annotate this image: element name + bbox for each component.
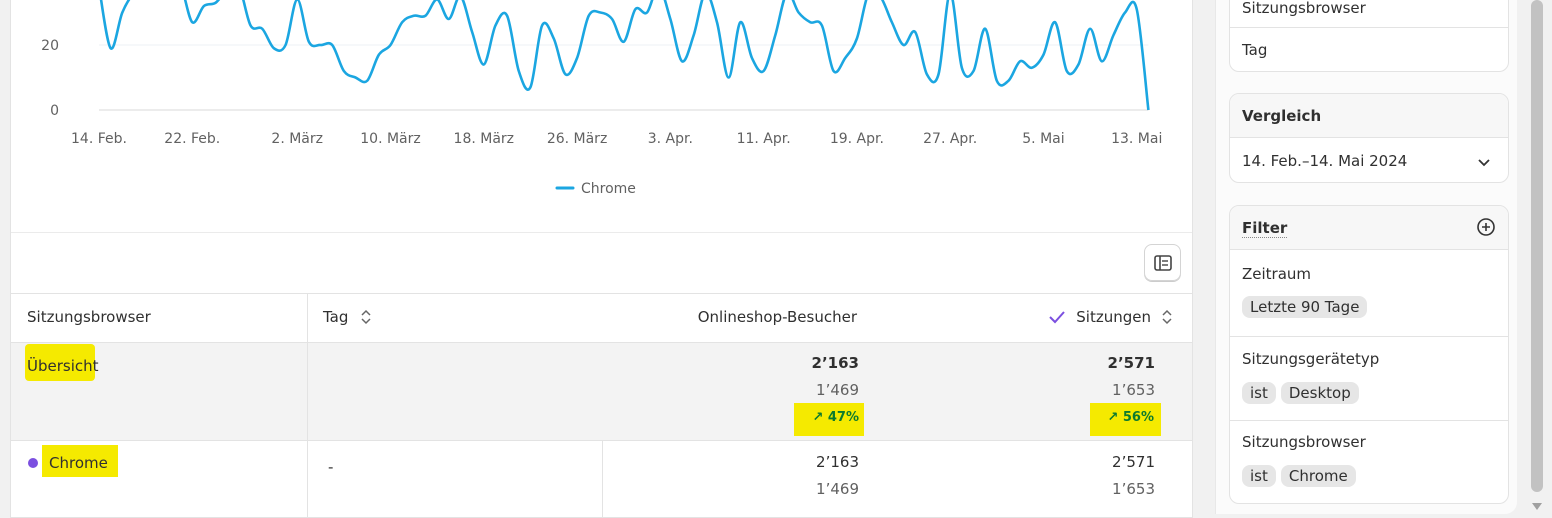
dimension[interactable]: Sitzungsbrowser (1242, 0, 1366, 17)
x-tick-label: 10. März (360, 131, 420, 147)
table-toggle-button[interactable] (1144, 244, 1181, 281)
sort-icon[interactable] (360, 307, 372, 327)
y-tick-label: 0 (50, 103, 59, 119)
change-value: 56% (1122, 410, 1154, 425)
chip[interactable]: ist (1242, 465, 1276, 487)
divider (11, 232, 1192, 233)
column-header[interactable]: Sitzungen (1076, 308, 1151, 326)
x-tick-label: 22. Feb. (164, 131, 220, 147)
highlight (42, 445, 118, 477)
dimension[interactable]: Tag (1242, 41, 1268, 59)
filter-card: Filter Zeitraum Letzte 90 Tage Sitzungsg… (1229, 205, 1509, 504)
column-header[interactable]: Tag (323, 308, 349, 326)
filter-label: Sitzungsbrowser (1242, 433, 1366, 451)
column-divider (307, 441, 308, 517)
x-tick-label: 2. März (271, 131, 323, 147)
sort-icon[interactable] (1161, 307, 1173, 327)
y-tick-label: 20 (41, 38, 59, 54)
x-tick-label: 13. Mai (1111, 131, 1162, 147)
cell-value: 2’571 (1112, 453, 1155, 471)
row-label: Chrome (49, 454, 108, 472)
add-filter-button[interactable] (1476, 217, 1496, 237)
x-tick-label: 27. Apr. (923, 131, 977, 147)
card-title: Vergleich (1242, 107, 1322, 125)
divider (1230, 27, 1508, 28)
legend-label: Chrome (581, 181, 636, 197)
x-tick-label: 3. Apr. (648, 131, 693, 147)
chip[interactable]: Chrome (1280, 465, 1356, 487)
comparison-card: Vergleich 14. Feb.–14. Mai 2024 (1229, 93, 1509, 183)
filter-label: Zeitraum (1242, 265, 1312, 283)
highlight (25, 344, 95, 381)
divider (1230, 420, 1508, 421)
card-header (1230, 94, 1508, 138)
column-header[interactable]: Onlineshop-Besucher (697, 308, 857, 326)
scroll-thumb[interactable] (1531, 0, 1543, 492)
cell-previous: 1’469 (816, 381, 859, 399)
highlight (1090, 403, 1161, 436)
table-header (11, 293, 1192, 343)
x-tick-label: 26. März (547, 131, 607, 147)
x-tick-label: 18. März (454, 131, 514, 147)
column-divider (307, 293, 308, 343)
chips: ist Desktop (1242, 382, 1364, 404)
change-badge: ↗ 47% (812, 410, 859, 425)
x-tick-label: 5. Mai (1022, 131, 1064, 147)
cell-previous: 1’653 (1112, 480, 1155, 498)
summary-row (11, 343, 1192, 441)
scrollbar[interactable] (1529, 0, 1546, 514)
scroll-arrow[interactable] (1531, 502, 1543, 512)
series-dot (28, 458, 38, 468)
chips: Letzte 90 Tage (1242, 296, 1372, 318)
chips: ist Chrome (1242, 465, 1361, 487)
column-divider (307, 343, 308, 441)
cell-previous: 1’653 (1112, 381, 1155, 399)
chip[interactable]: Letzte 90 Tage (1242, 296, 1368, 318)
chip[interactable]: ist (1242, 382, 1276, 404)
chevron[interactable] (1476, 154, 1492, 170)
dimensions-card: Sitzungsbrowser Tag (1229, 0, 1509, 72)
check-icon (1049, 311, 1065, 324)
x-tick-label: 14. Feb. (71, 131, 127, 147)
x-tick-label: 19. Apr. (830, 131, 884, 147)
cell-value: - (328, 458, 334, 476)
x-tick-label: 11. Apr. (737, 131, 791, 147)
icon (1154, 255, 1172, 271)
cell-value: 2’163 (816, 453, 859, 471)
chip[interactable]: Desktop (1280, 382, 1359, 404)
column-header[interactable]: Sitzungsbrowser (27, 308, 151, 326)
column-divider (602, 441, 603, 517)
filter-label: Sitzungsgerätetyp (1242, 350, 1380, 368)
divider (1230, 336, 1508, 337)
cell-previous: 1’469 (816, 480, 859, 498)
date-range-select[interactable]: 14. Feb.–14. Mai 2024 (1242, 152, 1408, 170)
card-header (1230, 206, 1508, 250)
change-badge: ↗ 56% (1107, 410, 1154, 425)
row-label: Übersicht (27, 357, 99, 375)
highlight (794, 403, 864, 436)
card-title: Filter (1242, 219, 1288, 238)
line (99, 0, 1150, 111)
change-value: 47% (827, 410, 859, 425)
cell-value: 2’163 (811, 354, 859, 372)
cell-value: 2’571 (1107, 354, 1155, 372)
